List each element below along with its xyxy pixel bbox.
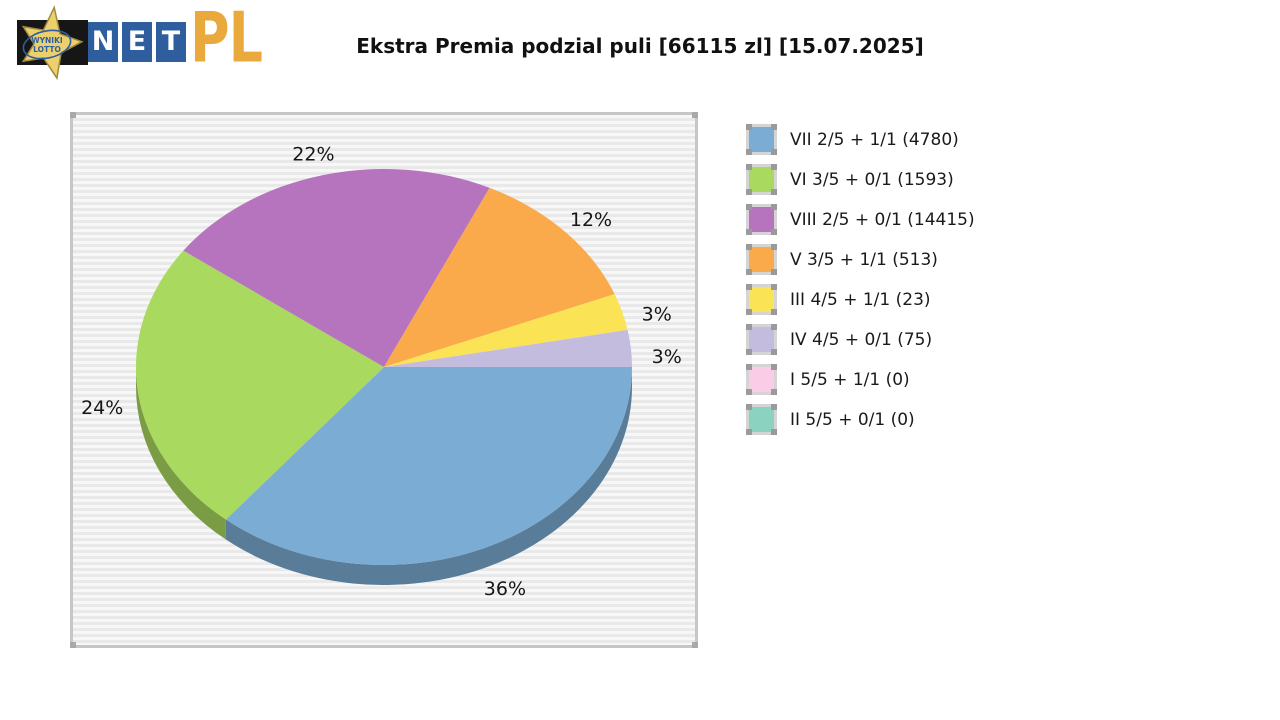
legend-swatch: [746, 364, 777, 395]
legend-swatch: [746, 404, 777, 435]
legend-label: III 4/5 + 1/1 (23): [790, 289, 931, 310]
legend-label: VII 2/5 + 1/1 (4780): [790, 129, 959, 150]
pie-slice: [225, 367, 632, 565]
legend-swatch: [746, 284, 777, 315]
legend-item: VI 3/5 + 0/1 (1593): [746, 164, 975, 195]
legend-label: I 5/5 + 1/1 (0): [790, 369, 910, 390]
frame-corner: [70, 642, 76, 648]
swatch-corner: [771, 229, 777, 235]
swatch-corner: [746, 364, 752, 370]
logo-wyniki-text: WYNIKI: [31, 36, 63, 45]
pie-percent-label: 24%: [81, 397, 123, 419]
legend-swatch: [746, 244, 777, 275]
swatch-corner: [746, 404, 752, 410]
swatch-corner: [746, 324, 752, 330]
legend-item: II 5/5 + 0/1 (0): [746, 404, 975, 435]
swatch-corner: [771, 389, 777, 395]
pie-chart-svg: 36% 24% 22% 12% 3% 3%: [81, 143, 682, 600]
frame-corner: [692, 642, 698, 648]
legend-swatch: [746, 204, 777, 235]
legend-item: VIII 2/5 + 0/1 (14415): [746, 204, 975, 235]
swatch-corner: [771, 204, 777, 210]
pie-percent-label: 36%: [484, 578, 526, 600]
legend-label: IV 4/5 + 0/1 (75): [790, 329, 933, 350]
swatch-corner: [771, 149, 777, 155]
swatch-corner: [771, 124, 777, 130]
legend-swatch: [746, 124, 777, 155]
pie-slice: [384, 294, 628, 367]
pie-slice-side: [136, 367, 226, 540]
swatch-corner: [771, 349, 777, 355]
swatch-corner: [771, 404, 777, 410]
legend-item: IV 4/5 + 0/1 (75): [746, 324, 975, 355]
legend-swatch: [746, 164, 777, 195]
legend-label: VI 3/5 + 0/1 (1593): [790, 169, 954, 190]
swatch-corner: [746, 309, 752, 315]
pie-percent-label: 12%: [570, 209, 612, 231]
swatch-corner: [771, 429, 777, 435]
swatch-corner: [746, 149, 752, 155]
legend-label: V 3/5 + 1/1 (513): [790, 249, 938, 270]
pie-percent-label: 3%: [652, 346, 682, 368]
pie-chart-panel: 36% 24% 22% 12% 3% 3%: [70, 112, 698, 648]
swatch-corner: [746, 124, 752, 130]
swatch-corner: [771, 284, 777, 290]
star-oval: [22, 29, 72, 60]
swatch-corner: [746, 349, 752, 355]
logo-lotto-text: LOTTO: [33, 45, 61, 54]
swatch-corner: [746, 389, 752, 395]
swatch-corner: [746, 284, 752, 290]
lotto-star-icon: WYNIKI LOTTO: [21, 5, 84, 81]
legend-label: II 5/5 + 0/1 (0): [790, 409, 915, 430]
swatch-corner: [746, 269, 752, 275]
pie-slice: [384, 187, 615, 367]
swatch-corner: [746, 204, 752, 210]
legend-item: I 5/5 + 1/1 (0): [746, 364, 975, 395]
logo-net-tiles: N E T: [88, 22, 186, 62]
legend-item: III 4/5 + 1/1 (23): [746, 284, 975, 315]
legend-label: VIII 2/5 + 0/1 (14415): [790, 209, 975, 230]
site-logo[interactable]: WYNIKI LOTTO N E T PL: [14, 0, 284, 86]
swatch-corner: [771, 164, 777, 170]
frame-corner: [692, 112, 698, 118]
logo-pl-text: PL: [190, 0, 263, 79]
legend-item: V 3/5 + 1/1 (513): [746, 244, 975, 275]
swatch-corner: [771, 309, 777, 315]
swatch-corner: [746, 229, 752, 235]
frame-corner: [70, 112, 76, 118]
swatch-corner: [771, 364, 777, 370]
pie-slice-side: [225, 367, 632, 585]
legend-swatch: [746, 324, 777, 355]
swatch-corner: [771, 189, 777, 195]
swatch-corner: [771, 269, 777, 275]
logo-net-letter-n: N: [88, 22, 118, 62]
logo-net-letter-e: E: [122, 22, 152, 62]
page-title: Ekstra Premia podzial puli [66115 zl] [1…: [356, 34, 924, 58]
swatch-corner: [771, 244, 777, 250]
pie-slice: [183, 169, 490, 367]
swatch-corner: [746, 164, 752, 170]
swatch-corner: [746, 429, 752, 435]
legend-item: VII 2/5 + 1/1 (4780): [746, 124, 975, 155]
swatch-corner: [746, 244, 752, 250]
logo-net-letter-t: T: [156, 22, 186, 62]
swatch-corner: [771, 324, 777, 330]
pie-percent-label: 3%: [642, 303, 672, 325]
legend: VII 2/5 + 1/1 (4780) VI 3/5 + 0/1 (1593) V…: [746, 124, 975, 444]
pie-slice: [136, 250, 384, 520]
pie-percent-label: 22%: [292, 143, 334, 165]
swatch-corner: [746, 189, 752, 195]
pie-slice: [384, 329, 632, 367]
